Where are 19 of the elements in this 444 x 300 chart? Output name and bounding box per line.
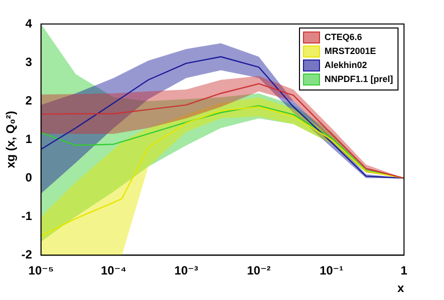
x-tick-label: 1 — [400, 264, 408, 278]
y-tick-label: -2 — [21, 248, 32, 262]
x-tick-label: 10⁻¹ — [320, 264, 344, 278]
y-tick-label: 1 — [25, 132, 32, 146]
x-tick-label: 10⁻³ — [174, 264, 198, 278]
y-tick-label: -1 — [21, 208, 32, 223]
y-tick-label: 2 — [25, 93, 32, 108]
legend-label: CTEQ6.6 — [324, 32, 362, 42]
y-tick-label: 4 — [25, 16, 32, 30]
x-tick-label: 10⁻² — [246, 264, 271, 278]
x-axis-title: x — [397, 281, 404, 296]
legend-label: Alekhin02 — [324, 60, 368, 70]
legend-label: NNPDF1.1 [prel] — [324, 74, 394, 84]
y-tick-label: 0 — [25, 170, 32, 184]
legend-label: MRST2001E — [324, 46, 376, 56]
x-tick-label: 10⁻⁵ — [28, 264, 54, 278]
x-tick-label: 10⁻⁴ — [100, 264, 127, 278]
y-tick-label: 3 — [25, 54, 32, 69]
y-axis-title: xg (x, Q₀²) — [4, 110, 18, 168]
